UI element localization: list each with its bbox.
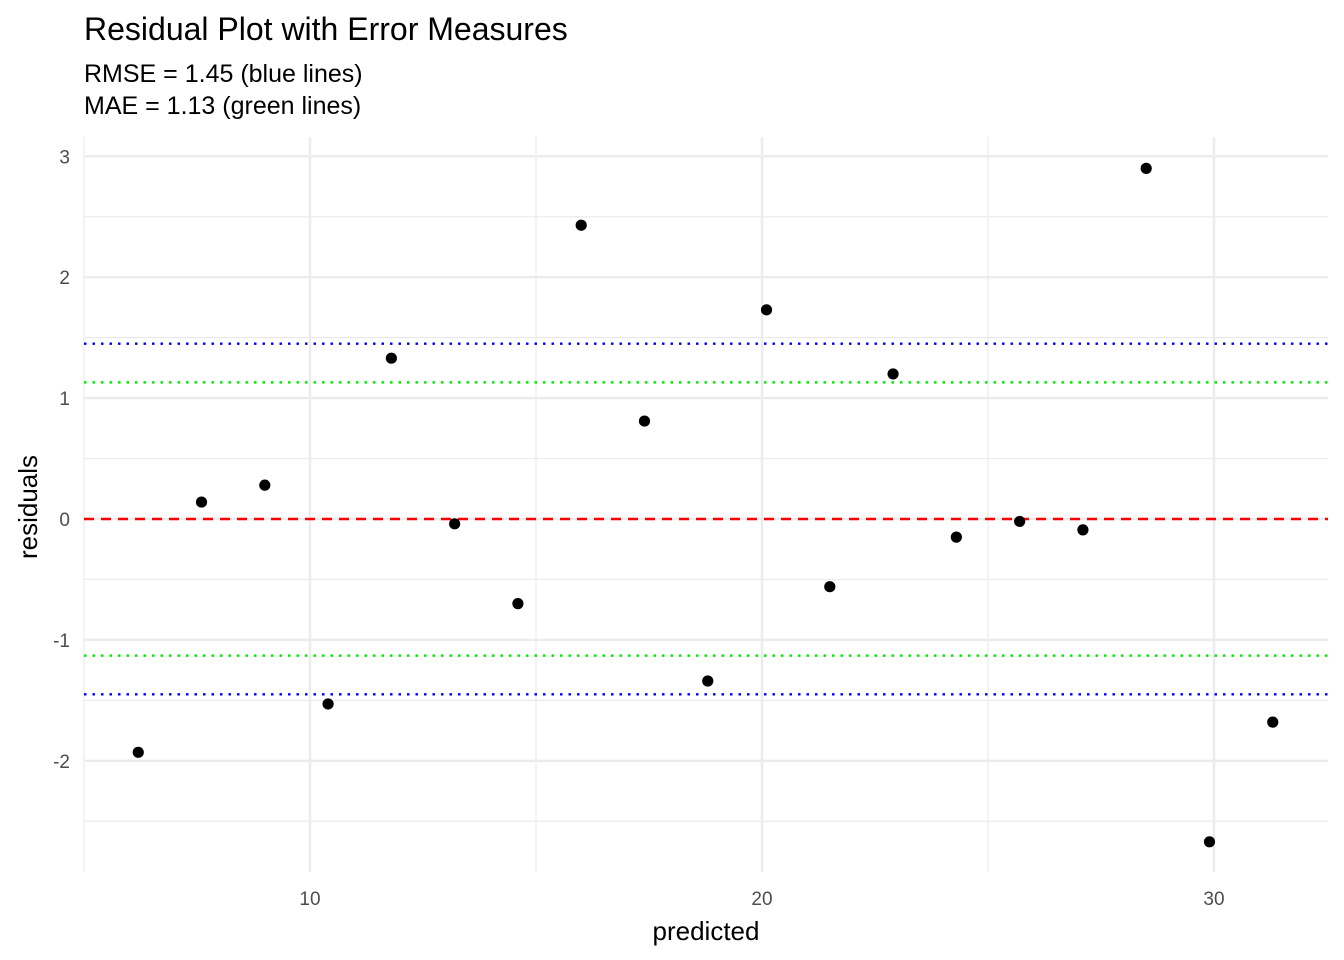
data-point-5 <box>449 518 461 530</box>
data-point-11 <box>824 581 836 593</box>
tick-labels: 10 20 30 -2 -1 0 1 2 3 <box>53 147 1224 910</box>
data-point-18 <box>1267 716 1279 728</box>
data-point-10 <box>760 304 773 316</box>
x-tick-label-2: 30 <box>1203 889 1224 910</box>
x-axis-label: predicted <box>653 916 760 946</box>
data-point-2 <box>259 479 271 491</box>
chart-subtitle-line-1: RMSE = 1.45 (blue lines) <box>84 60 363 88</box>
data-point-13 <box>950 531 962 543</box>
y-tick-label-5: 3 <box>59 147 70 168</box>
y-tick-label-1: -1 <box>53 631 70 652</box>
grid-layer <box>83 137 1328 872</box>
y-tick-label-0: -2 <box>53 752 70 773</box>
reference-lines <box>84 342 1328 696</box>
data-point-6 <box>512 598 524 610</box>
y-axis-label: residuals <box>13 455 43 559</box>
data-point-9 <box>702 675 714 687</box>
x-tick-label-0: 10 <box>299 889 320 910</box>
data-point-7 <box>575 219 587 231</box>
data-point-12 <box>887 368 899 380</box>
data-point-17 <box>1203 836 1216 848</box>
y-tick-label-2: 0 <box>59 510 70 531</box>
x-tick-label-1: 20 <box>751 889 772 910</box>
data-point-3 <box>322 698 334 710</box>
data-point-1 <box>195 496 208 508</box>
chart-title: Residual Plot with Error Measures <box>84 11 568 47</box>
data-point-8 <box>638 415 651 427</box>
data-point-15 <box>1077 524 1089 536</box>
data-points <box>132 162 1279 848</box>
data-point-14 <box>1014 515 1026 528</box>
data-point-0 <box>132 746 144 758</box>
y-tick-label-4: 2 <box>59 268 70 289</box>
data-point-16 <box>1140 162 1152 174</box>
data-point-4 <box>385 352 397 364</box>
y-tick-label-3: 1 <box>59 389 70 410</box>
chart-subtitle-line-2: MAE = 1.13 (green lines) <box>84 92 361 120</box>
